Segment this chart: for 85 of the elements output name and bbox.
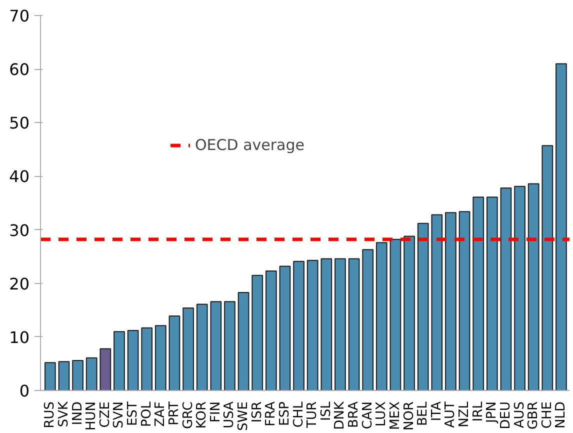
x-tick-label: CHL bbox=[291, 400, 306, 428]
bar bbox=[390, 238, 402, 390]
bar bbox=[362, 249, 374, 390]
bar bbox=[44, 362, 56, 390]
bar bbox=[306, 260, 318, 390]
bar bbox=[348, 258, 360, 390]
bar bbox=[556, 63, 567, 390]
bar bbox=[404, 236, 415, 390]
x-tick-label: EST bbox=[126, 401, 141, 426]
x-tick-label: ISR bbox=[250, 401, 265, 423]
x-tick-label: DNK bbox=[332, 401, 348, 430]
bar bbox=[141, 327, 153, 390]
bar bbox=[458, 211, 470, 390]
x-tick-label: CHE bbox=[540, 401, 555, 429]
bar bbox=[252, 274, 264, 390]
bar bbox=[114, 331, 125, 390]
x-tick-label: BRA bbox=[346, 401, 362, 428]
bar bbox=[334, 258, 346, 390]
y-tick-label: 20 bbox=[9, 274, 30, 294]
bar bbox=[417, 222, 429, 390]
x-tick-label: ITA bbox=[429, 401, 444, 422]
bar bbox=[445, 212, 456, 390]
x-tick-label: ISL bbox=[318, 400, 334, 421]
bar bbox=[127, 330, 139, 390]
bar bbox=[528, 183, 540, 390]
x-tick-label: AUT bbox=[443, 401, 458, 428]
bar bbox=[182, 308, 194, 390]
x-tick-label: RUS bbox=[42, 401, 58, 428]
bar bbox=[168, 316, 180, 390]
x-tick-label: ZAF bbox=[153, 401, 168, 427]
bar bbox=[542, 145, 554, 390]
bar bbox=[293, 260, 304, 390]
x-tick-label: BEL bbox=[416, 400, 431, 426]
x-tick-label: POL bbox=[139, 400, 154, 427]
y-tick-label: 50 bbox=[9, 114, 30, 133]
x-tick-label: KOR bbox=[194, 401, 210, 429]
y-tick-label: 40 bbox=[9, 167, 30, 186]
x-tick-label: USA bbox=[222, 401, 238, 428]
bar bbox=[279, 266, 291, 390]
y-tick-label: 30 bbox=[9, 220, 30, 240]
x-tick-label: NZL bbox=[457, 400, 472, 428]
bar bbox=[500, 188, 512, 390]
x-tick-label: ESP bbox=[277, 401, 292, 426]
bar bbox=[100, 348, 112, 390]
y-tick-label: 0 bbox=[19, 382, 30, 400]
bar bbox=[238, 292, 250, 390]
x-tick-label: NLD bbox=[554, 401, 569, 428]
y-tick-label: 60 bbox=[9, 60, 30, 80]
bar bbox=[196, 304, 208, 390]
bar bbox=[58, 361, 70, 390]
bar bbox=[265, 270, 277, 390]
x-tick-label: CAN bbox=[360, 401, 376, 430]
x-tick-label: AUS bbox=[512, 401, 528, 428]
x-tick-label: PRT bbox=[166, 401, 182, 426]
x-tick-label: LUX bbox=[374, 401, 390, 427]
x-tick-label: TUR bbox=[305, 401, 320, 429]
x-tick-label: NOR bbox=[402, 401, 417, 430]
x-tick-label: GBR bbox=[526, 401, 542, 430]
x-tick-label: FRA bbox=[264, 401, 279, 426]
bar bbox=[72, 360, 84, 390]
y-tick-label: 70 bbox=[9, 6, 30, 26]
x-tick-label: SVK bbox=[56, 401, 72, 428]
x-tick-label: JPN bbox=[484, 401, 500, 424]
bar bbox=[210, 301, 222, 390]
bar bbox=[86, 357, 98, 390]
x-tick-label: CZE bbox=[98, 401, 113, 428]
x-tick-label: SVN bbox=[112, 401, 127, 428]
bar bbox=[154, 325, 166, 390]
x-tick-label: IRL bbox=[470, 400, 486, 422]
x-tick-label: GRC bbox=[180, 401, 196, 430]
bar bbox=[514, 186, 526, 390]
x-tick-label: HUN bbox=[84, 402, 100, 431]
bar bbox=[320, 258, 332, 390]
legend-label: OECD average bbox=[195, 136, 304, 154]
x-tick-label: MEX bbox=[388, 401, 403, 430]
bar bbox=[376, 242, 388, 390]
y-tick-label: 10 bbox=[9, 328, 30, 347]
bar bbox=[224, 301, 236, 390]
bar bbox=[486, 196, 498, 390]
x-tick-label: DEU bbox=[498, 401, 514, 430]
x-tick-label: SWE bbox=[236, 401, 252, 431]
x-tick-label: IND bbox=[70, 401, 86, 426]
bar bbox=[431, 214, 443, 390]
bar bbox=[472, 196, 484, 390]
x-tick-label: FIN bbox=[208, 401, 224, 423]
